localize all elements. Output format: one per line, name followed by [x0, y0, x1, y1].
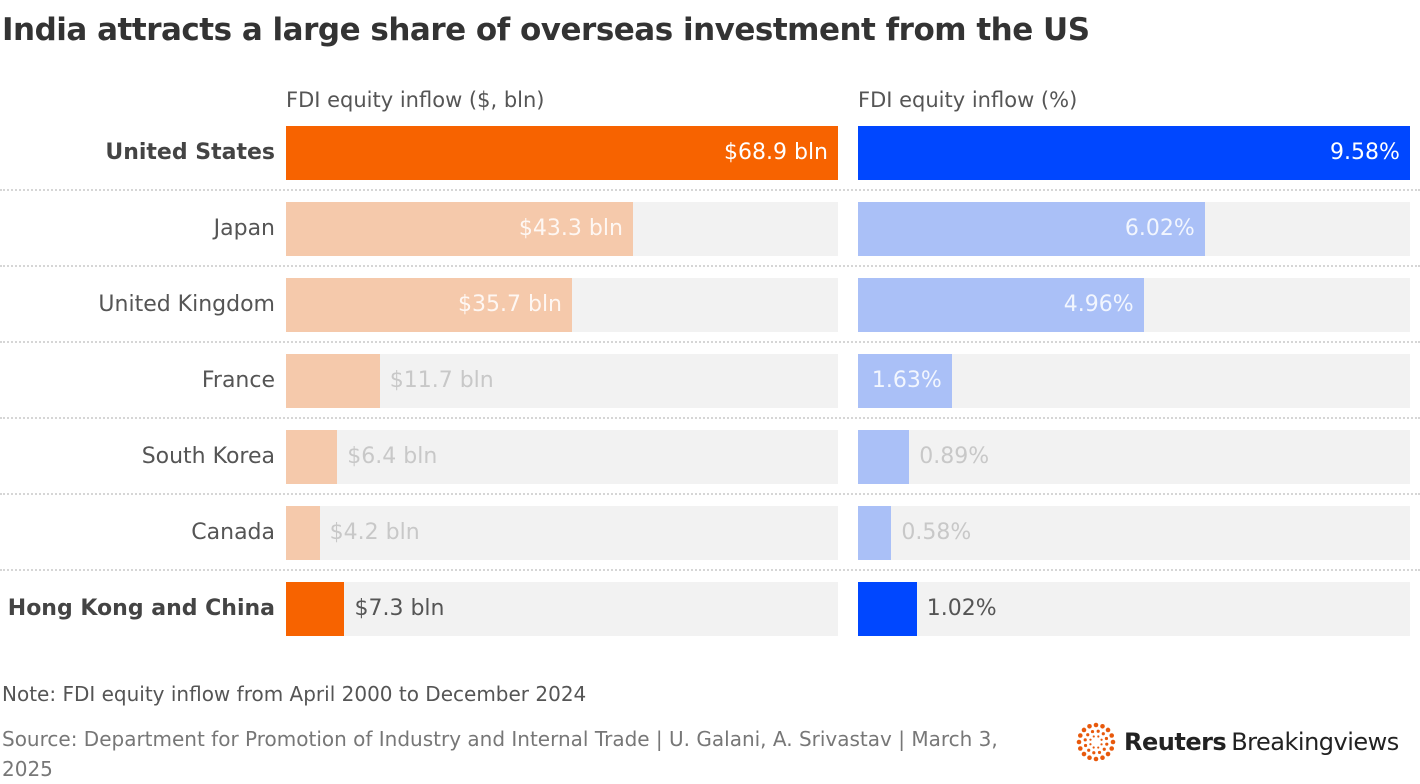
logo-breakingviews: Breakingviews — [1231, 728, 1399, 756]
category-label: Hong Kong and China — [7, 596, 275, 621]
chart-row: Japan $43.3 bln 6.02% — [0, 202, 1420, 256]
bar-track: $11.7 bln — [286, 354, 838, 408]
category-label: France — [201, 368, 275, 393]
row-separator — [0, 569, 1420, 571]
row-separator — [0, 341, 1420, 343]
logo-reuters: Reuters — [1124, 728, 1227, 756]
bar — [286, 202, 633, 256]
bar-track: 0.58% — [858, 506, 1410, 560]
reuters-breakingviews-logo: Reuters Breakingviews — [1076, 722, 1399, 762]
bar — [858, 354, 952, 408]
chart-title: India attracts a large share of overseas… — [2, 12, 1090, 48]
chart-row: South Korea $6.4 bln 0.89% — [0, 430, 1420, 484]
data-label: $43.3 bln — [518, 216, 623, 241]
data-label: $11.7 bln — [389, 368, 494, 393]
bar — [858, 126, 1410, 180]
right-panel-title: FDI equity inflow (%) — [858, 88, 1078, 112]
data-label: 4.96% — [1063, 292, 1134, 317]
bar-track: $35.7 bln — [286, 278, 838, 332]
bar — [858, 202, 1205, 256]
chart-row: United States $68.9 bln 9.58% — [0, 126, 1420, 180]
chart-row: Canada $4.2 bln 0.58% — [0, 506, 1420, 560]
data-label: $68.9 bln — [724, 140, 828, 165]
bar-track: 0.89% — [858, 430, 1410, 484]
data-label: $35.7 bln — [458, 292, 562, 317]
source: Source: Department for Promotion of Indu… — [2, 727, 998, 781]
data-label: $6.4 bln — [347, 444, 438, 469]
row-separator — [0, 493, 1420, 495]
bar-track: 1.63% — [858, 354, 1410, 408]
category-label: Japan — [213, 216, 275, 241]
bar-track: 4.96% — [858, 278, 1410, 332]
bar — [286, 430, 338, 484]
category-label: Canada — [191, 520, 275, 545]
bar-track: 1.02% — [858, 582, 1410, 636]
bar-track: 6.02% — [858, 202, 1410, 256]
reuters-dots-icon — [1076, 722, 1116, 762]
note: Note: FDI equity inflow from April 2000 … — [2, 682, 587, 706]
bar-track: $4.2 bln — [286, 506, 838, 560]
left-panel-title: FDI equity inflow ($, bln) — [286, 88, 545, 112]
bar — [858, 278, 1144, 332]
data-label: 1.63% — [871, 368, 942, 393]
chart-row: Hong Kong and China $7.3 bln 1.02% — [0, 582, 1420, 636]
row-separator — [0, 265, 1420, 267]
data-label: 1.02% — [926, 596, 997, 621]
bar-track: $7.3 bln — [286, 582, 838, 636]
data-label: $4.2 bln — [329, 520, 420, 545]
bar-track: $43.3 bln — [286, 202, 838, 256]
data-label: 0.89% — [919, 444, 990, 469]
data-label: $7.3 bln — [354, 596, 445, 621]
category-label: United States — [105, 140, 275, 165]
bar — [858, 430, 910, 484]
bar — [286, 582, 345, 636]
bar-track: 9.58% — [858, 126, 1410, 180]
row-separator — [0, 189, 1420, 191]
data-label: 9.58% — [1330, 140, 1400, 165]
bar — [286, 278, 572, 332]
chart-row: United Kingdom $35.7 bln 4.96% — [0, 278, 1420, 332]
category-label: United Kingdom — [98, 292, 275, 317]
bar — [286, 506, 320, 560]
row-separator — [0, 417, 1420, 419]
bar — [858, 582, 917, 636]
bar — [858, 506, 892, 560]
bar-track: $6.4 bln — [286, 430, 838, 484]
category-label: South Korea — [141, 444, 275, 469]
bar-track: $68.9 bln — [286, 126, 838, 180]
data-label: 0.58% — [901, 520, 972, 545]
data-label: 6.02% — [1124, 216, 1195, 241]
bar — [286, 126, 838, 180]
chart-row: France $11.7 bln 1.63% — [0, 354, 1420, 408]
bar — [286, 354, 380, 408]
